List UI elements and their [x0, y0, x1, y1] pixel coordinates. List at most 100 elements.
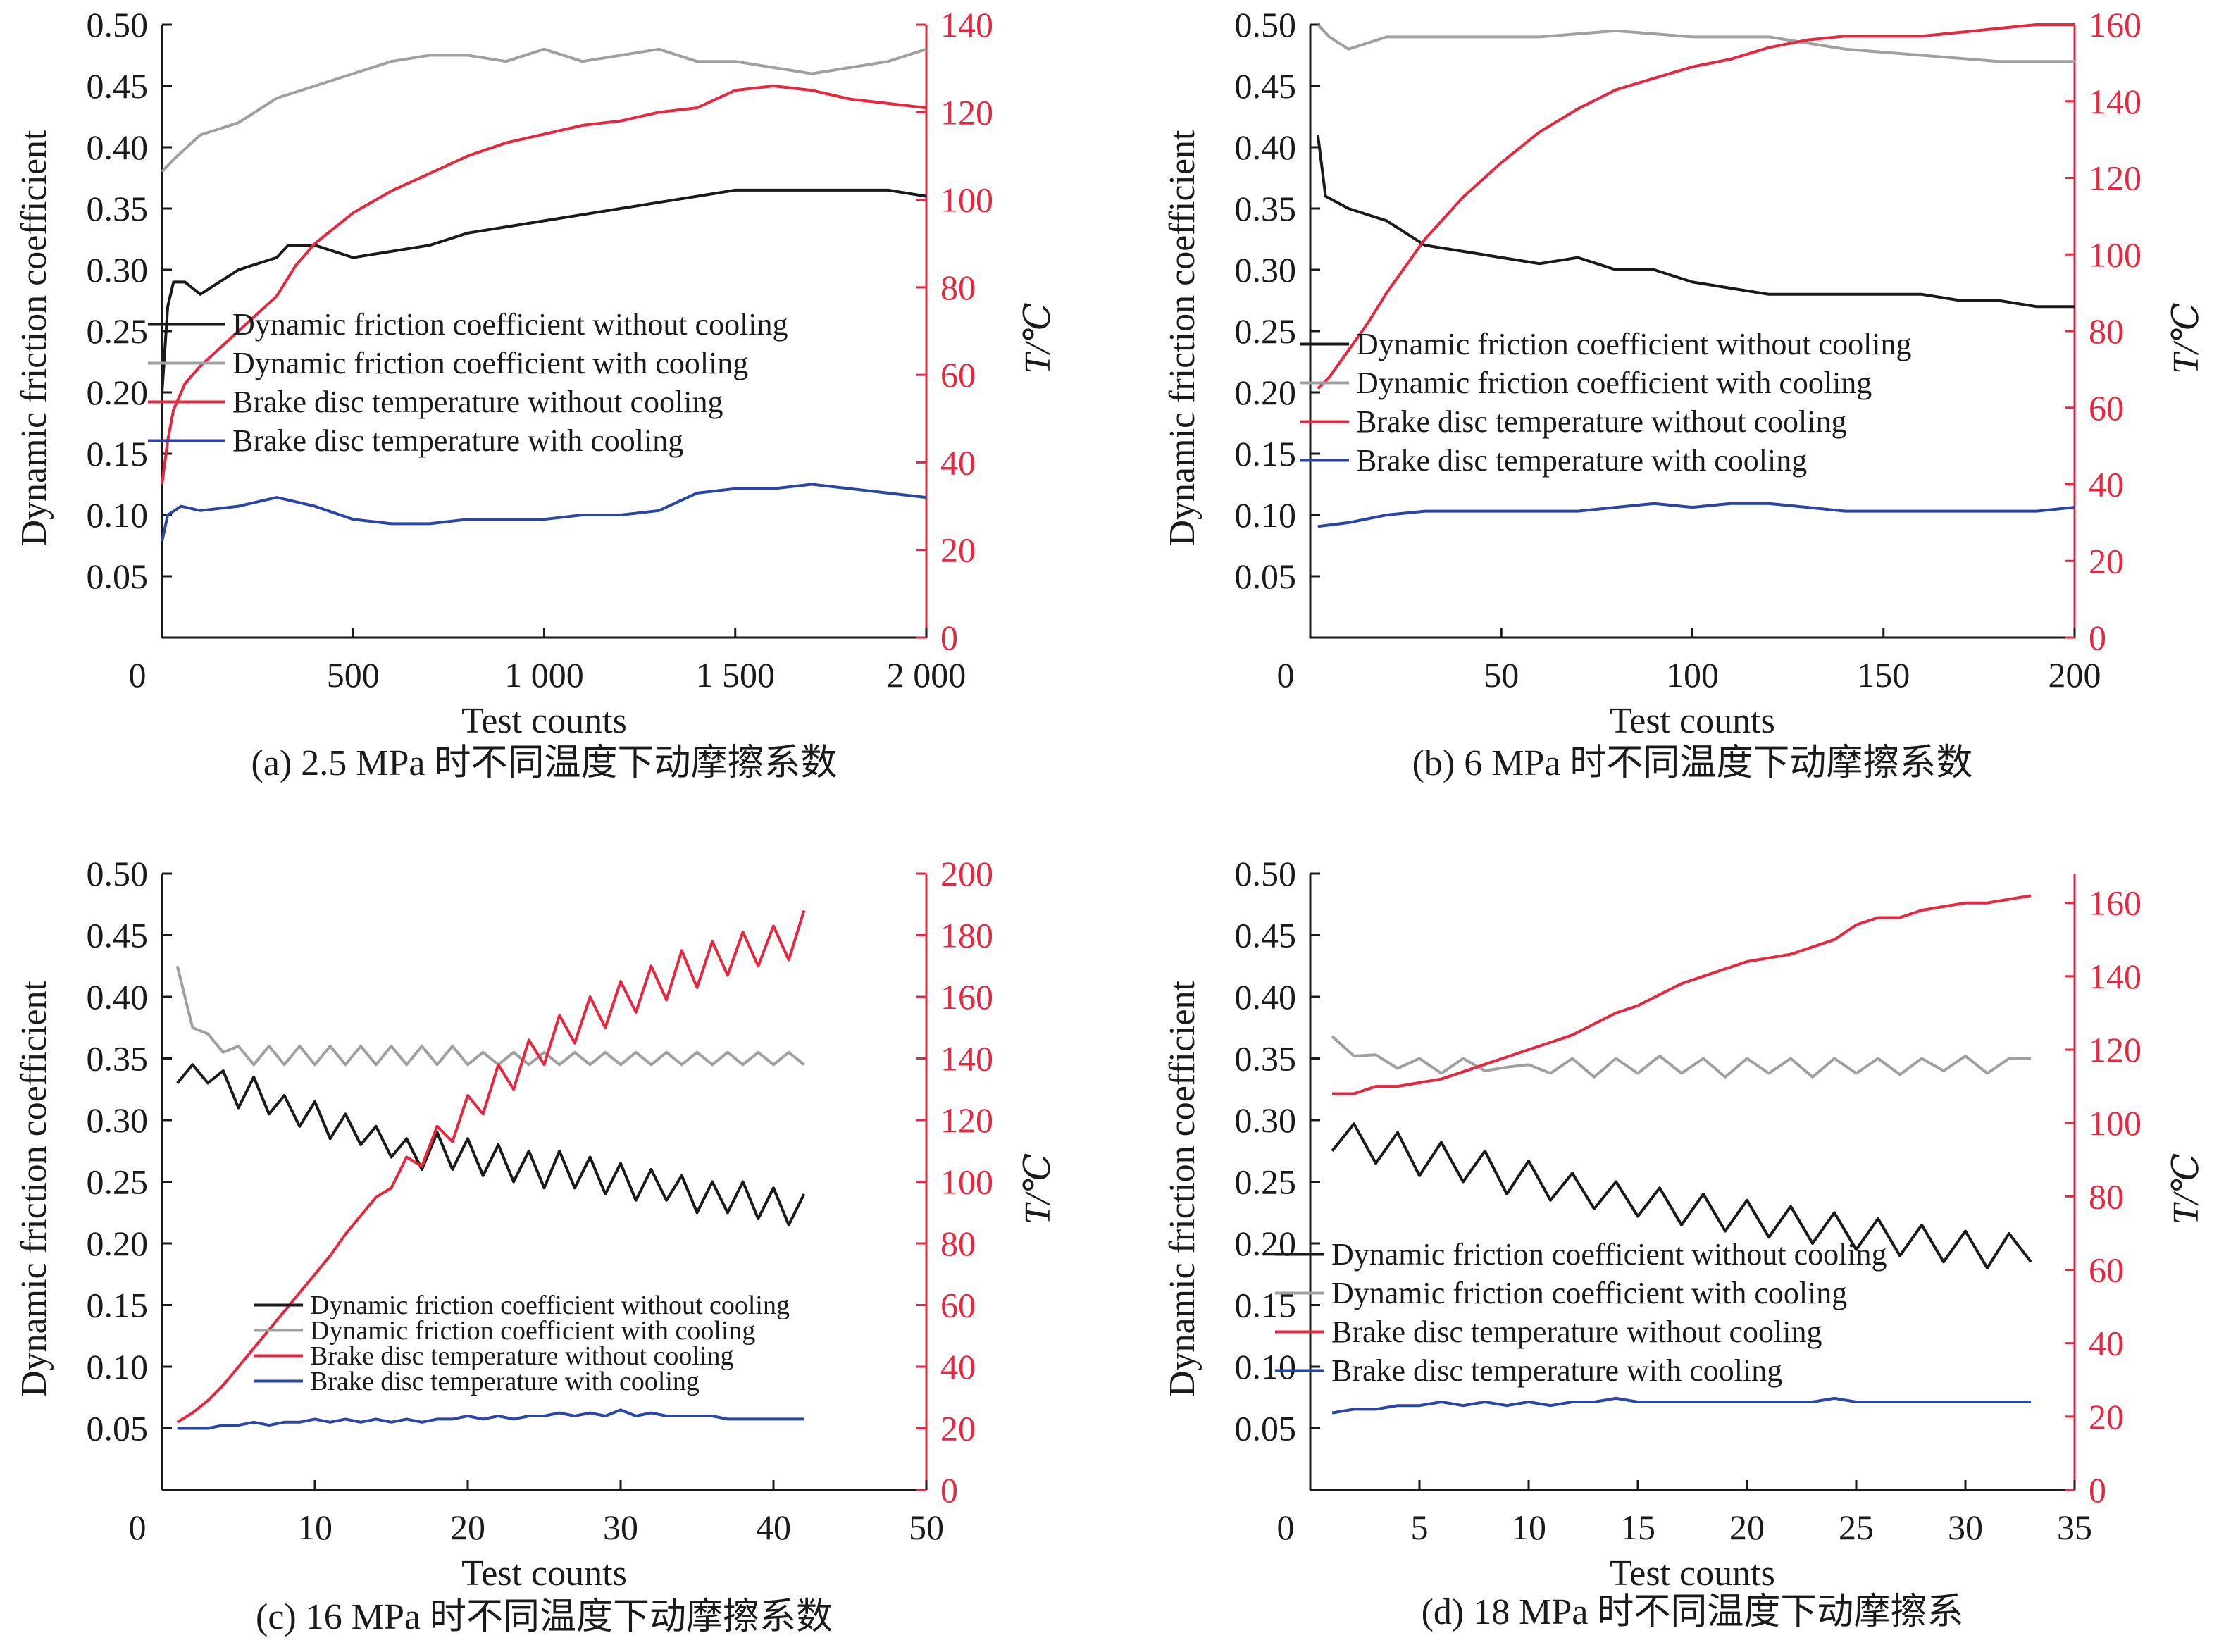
- y2-tick-label: 100: [2089, 1103, 2142, 1143]
- panel-caption: (a) 2.5 MPa 时不同温度下动摩擦系数: [251, 743, 838, 783]
- y-tick-label: 0.35: [1235, 189, 1297, 228]
- y2-tick-label: 20: [940, 1409, 976, 1448]
- panel-caption: (c) 16 MPa 时不同温度下动摩擦系数: [256, 1597, 833, 1637]
- y2-tick-label: 80: [2089, 311, 2124, 351]
- series-line-red: [1332, 894, 2032, 1095]
- y-tick-label: 0.10: [1235, 495, 1297, 535]
- y-tick-label: 0.05: [87, 1409, 149, 1448]
- y2-tick-label: 20: [2089, 1397, 2124, 1436]
- x-tick-label: 200: [2049, 655, 2101, 695]
- y2-tick-label: 80: [2089, 1176, 2124, 1216]
- y-tick-label: 0.40: [1235, 977, 1297, 1017]
- y2-tick-label: 160: [2089, 883, 2142, 923]
- y-axis-label: Dynamic friction coefficient: [14, 980, 54, 1397]
- series-line-red: [176, 909, 806, 1424]
- x-tick-label: 0: [129, 655, 147, 695]
- y-tick-label: 0.05: [1235, 1409, 1297, 1448]
- y2-tick-label: 100: [940, 180, 993, 220]
- legend-label: Brake disc temperature with cooling: [1356, 443, 1807, 478]
- series-line-blue: [161, 483, 927, 542]
- y-tick-label: 0.45: [87, 66, 149, 106]
- y2-tick-label: 180: [940, 916, 993, 955]
- series-line-black: [176, 1063, 806, 1226]
- y-tick-label: 0.05: [1235, 557, 1297, 596]
- y-axis-label: Dynamic friction coefficient: [1162, 130, 1202, 547]
- x-tick-label: 50: [1484, 655, 1519, 695]
- legend-label: Dynamic friction coefficient with coolin…: [310, 1316, 755, 1346]
- y-tick-label: 0.40: [87, 128, 149, 167]
- y2-tick-label: 60: [2089, 388, 2124, 428]
- legend-label: Brake disc temperature without cooling: [1331, 1315, 1822, 1349]
- series-line-red: [1317, 23, 2075, 390]
- y2-tick-label: 120: [940, 1100, 993, 1140]
- series-line-blue: [177, 1408, 804, 1430]
- y-tick-label: 0.30: [87, 250, 149, 290]
- y-tick-label: 0.15: [1235, 434, 1297, 473]
- y2-axis-label: T/℃: [1018, 302, 1058, 374]
- y-tick-label: 0.25: [1235, 1162, 1297, 1202]
- legend: Dynamic friction coefficient without coo…: [1300, 327, 1912, 478]
- y-tick-label: 0.15: [87, 1286, 149, 1325]
- y2-tick-label: 60: [940, 355, 976, 395]
- x-tick-label: 1 500: [696, 655, 776, 695]
- x-tick-label: 10: [1511, 1508, 1546, 1547]
- x-tick-label: 1 000: [504, 655, 584, 695]
- y2-tick-label: 40: [2089, 1324, 2124, 1363]
- x-tick-label: 50: [909, 1508, 944, 1547]
- x-tick-label: 100: [1666, 655, 1719, 695]
- x-tick-label: 20: [1729, 1508, 1765, 1547]
- x-axis-label: Test counts: [461, 1553, 627, 1594]
- y-tick-label: 0.20: [87, 373, 149, 412]
- legend-label: Brake disc temperature without cooling: [232, 385, 723, 419]
- y2-tick-label: 60: [2089, 1250, 2124, 1290]
- legend-label: Dynamic friction coefficient with coolin…: [1356, 366, 1872, 400]
- y2-axis-label: T/℃: [2166, 1153, 2206, 1225]
- legend-label: Dynamic friction coefficient without coo…: [1331, 1237, 1887, 1272]
- y-tick-label: 0.15: [87, 434, 149, 473]
- y2-tick-label: 40: [940, 442, 976, 482]
- y-tick-label: 0.45: [1235, 916, 1297, 955]
- y-tick-label: 0.40: [87, 977, 149, 1017]
- series-line-gray: [1331, 1035, 2031, 1079]
- legend: Dynamic friction coefficient without coo…: [254, 1291, 790, 1396]
- chart-panel-3: 0 10 20 30 40 50 0.05 0.10 0.15 0.20 0.25 0.30 0.35 0…: [14, 854, 1058, 1637]
- series-line-gray: [1317, 23, 2075, 63]
- x-tick-label: 20: [450, 1508, 485, 1547]
- legend-label: Brake disc temperature with cooling: [1331, 1353, 1782, 1388]
- y2-tick-label: 20: [2089, 541, 2124, 580]
- x-tick-label: 5: [1411, 1508, 1429, 1547]
- chart-panel-1: 0 500 1 000 1 500 2 000 0.05 0.10 0.15 0.20 0.25 0…: [14, 5, 1058, 783]
- y-tick-label: 0.50: [1235, 5, 1297, 44]
- legend-label: Brake disc temperature without cooling: [310, 1341, 734, 1371]
- y2-axis-label: T/℃: [2166, 302, 2206, 374]
- y-axis-label: Dynamic friction coefficient: [14, 130, 54, 547]
- legend-label: Brake disc temperature without cooling: [1356, 404, 1846, 439]
- y-tick-label: 0.50: [87, 854, 149, 893]
- y2-tick-label: 20: [940, 530, 976, 570]
- y2-tick-label: 200: [940, 854, 993, 893]
- series-line-black: [1316, 135, 2075, 309]
- x-tick-label: 25: [1839, 1508, 1874, 1547]
- y-tick-label: 0.05: [87, 557, 149, 596]
- y-tick-label: 0.45: [1235, 66, 1297, 106]
- y2-tick-label: 40: [940, 1347, 976, 1386]
- x-tick-label: 10: [297, 1508, 332, 1547]
- legend-label: Dynamic friction coefficient without coo…: [1356, 327, 1912, 361]
- y2-tick-label: 120: [2089, 159, 2142, 198]
- y-tick-label: 0.20: [1235, 1224, 1297, 1263]
- y-tick-label: 0.10: [87, 495, 149, 535]
- legend-label: Dynamic friction coefficient with coolin…: [232, 346, 748, 380]
- y2-tick-label: 100: [2089, 235, 2142, 274]
- y2-tick-label: 40: [2089, 465, 2124, 504]
- series-line-black: [1331, 1122, 2032, 1269]
- x-tick-label: 30: [1948, 1508, 1983, 1547]
- y2-tick-label: 140: [2089, 957, 2142, 996]
- y-tick-label: 0.25: [87, 311, 149, 351]
- y-tick-label: 0.25: [1235, 311, 1297, 351]
- y2-tick-label: 0: [2089, 1470, 2106, 1510]
- y2-tick-label: 60: [940, 1286, 976, 1325]
- y2-tick-label: 0: [940, 618, 958, 657]
- y-tick-label: 0.30: [1235, 250, 1297, 290]
- y-tick-label: 0.35: [87, 189, 149, 228]
- y-tick-label: 0.20: [87, 1224, 149, 1263]
